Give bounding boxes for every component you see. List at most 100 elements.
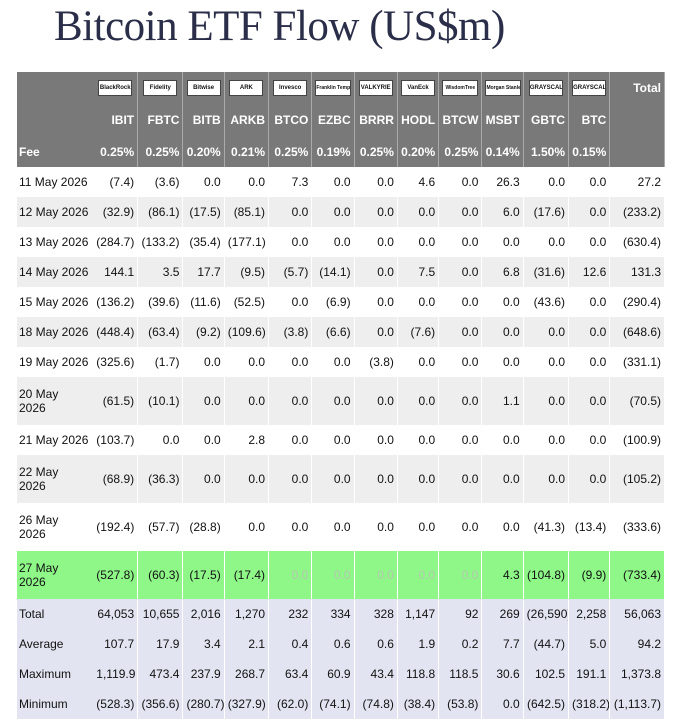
row-date-year: 2026 bbox=[19, 479, 46, 493]
summary-row: Maximum 1,119.9 473.4 237.9 268.7 63.4 60.9 43.… bbox=[17, 659, 665, 689]
summary-cell: (280.7) bbox=[182, 689, 225, 719]
flow-row: 19 May 2026 (325.6) (1.7) 0.0 0.0 0.0 0.0 (3.8)… bbox=[17, 347, 665, 377]
row-date: 18 May 2026 bbox=[17, 317, 94, 347]
summary-cell: 0.4 bbox=[268, 629, 313, 659]
flow-cell: (9.2) bbox=[182, 317, 225, 347]
summary-cell: 2,258 bbox=[568, 599, 611, 629]
flow-cell: (7.6) bbox=[397, 317, 440, 347]
flow-cell: (39.6) bbox=[137, 287, 184, 317]
flow-cell: (11.6) bbox=[182, 287, 225, 317]
flow-cell: 0.0 bbox=[224, 377, 270, 425]
issuer-logo: BlackRock bbox=[98, 80, 133, 96]
flow-row: 11 May 2026 (7.4) (3.6) 0.0 0.0 7.3 0.0 0.0 4.6 0… bbox=[17, 167, 665, 197]
etf-flow-table: BlackRock Fidelity Bitwise ARK Invesco Frankl… bbox=[17, 72, 665, 719]
summary-cell: (318.2) bbox=[568, 689, 611, 719]
issuer-logo: VanEck bbox=[401, 80, 436, 96]
flow-cell: (17.6) bbox=[523, 197, 570, 227]
summary-cell: 7.7 bbox=[481, 629, 524, 659]
flow-cell: (6.6) bbox=[311, 317, 355, 347]
issuer-logo-cell: WisdomTree bbox=[438, 72, 483, 104]
flow-cell: 0.0 bbox=[268, 503, 313, 551]
summary-total: 56,063 bbox=[609, 599, 665, 629]
flow-cell: 0.0 bbox=[481, 287, 524, 317]
summary-cell: 10,655 bbox=[137, 599, 184, 629]
flow-cell: 0.0 bbox=[397, 425, 440, 455]
flow-cell: (57.7) bbox=[137, 503, 184, 551]
flow-cell: 0.0 bbox=[397, 347, 440, 377]
flow-cell: 0.0 bbox=[438, 287, 483, 317]
flow-row: 18 May 2026 (448.4) (63.4) (9.2) (109.6) (3.8… bbox=[17, 317, 665, 347]
flow-cell: 0.0 bbox=[438, 503, 483, 551]
issuer-logo: GRAYSCALE bbox=[572, 80, 607, 96]
summary-cell: (26,590) bbox=[523, 599, 570, 629]
flow-cell: 0.0 bbox=[438, 317, 483, 347]
flow-cell: 0.0 bbox=[397, 287, 440, 317]
flow-cell: 0.0 bbox=[311, 551, 355, 599]
flow-cell: (17.5) bbox=[182, 551, 225, 599]
flow-cell: 0.0 bbox=[311, 425, 355, 455]
flow-cell: (7.4) bbox=[93, 167, 139, 197]
issuer-logo: Bitwise bbox=[186, 80, 221, 96]
summary-cell: 102.5 bbox=[523, 659, 570, 689]
summary-cell: 118.8 bbox=[397, 659, 440, 689]
flow-cell: 0.0 bbox=[438, 257, 483, 287]
summary-cell: (642.5) bbox=[523, 689, 570, 719]
summary-cell: (356.6) bbox=[137, 689, 184, 719]
flow-cell: (85.1) bbox=[224, 197, 270, 227]
summary-cell: (327.9) bbox=[224, 689, 270, 719]
flow-cell: (448.4) bbox=[93, 317, 139, 347]
ticker-header: GBTC bbox=[523, 104, 570, 136]
flow-cell: 7.3 bbox=[268, 167, 313, 197]
flow-cell: 0.0 bbox=[354, 377, 398, 425]
flow-cell: 0.0 bbox=[311, 227, 355, 257]
summary-cell: 1,147 bbox=[397, 599, 440, 629]
flow-cell: 0.0 bbox=[268, 425, 313, 455]
flow-cell: 0.0 bbox=[568, 167, 611, 197]
flow-cell: (5.7) bbox=[268, 257, 313, 287]
flow-cell: 0.0 bbox=[311, 197, 355, 227]
flow-cell: 0.0 bbox=[354, 197, 398, 227]
flow-row: 14 May 2026 144.1 3.5 17.7 (9.5) (5.7) (14.1) 0… bbox=[17, 257, 665, 287]
summary-cell: 64,053 bbox=[93, 599, 139, 629]
summary-cell: 0.6 bbox=[311, 629, 355, 659]
summary-label: Total bbox=[17, 599, 94, 629]
flow-cell: (109.6) bbox=[224, 317, 270, 347]
flow-cell: 0.0 bbox=[397, 197, 440, 227]
row-date-year: 2026 bbox=[19, 401, 46, 415]
fee-cell: 0.14% bbox=[481, 136, 524, 167]
flow-cell: 0.0 bbox=[182, 455, 225, 503]
row-total: (333.6) bbox=[609, 503, 665, 551]
flow-cell: 0.0 bbox=[481, 425, 524, 455]
ticker-total-blank bbox=[609, 104, 665, 136]
flow-cell: 0.0 bbox=[311, 455, 355, 503]
flow-cell: 0.0 bbox=[268, 197, 313, 227]
flow-cell: 0.0 bbox=[438, 455, 483, 503]
ticker-header: EZBC bbox=[311, 104, 355, 136]
fee-cell: 0.20% bbox=[397, 136, 440, 167]
flow-cell: 0.0 bbox=[568, 317, 611, 347]
flow-row: 15 May 2026 (136.2) (39.6) (11.6) (52.5) 0.0(… bbox=[17, 287, 665, 317]
issuer-logo: VALKYRIE bbox=[358, 80, 393, 96]
flow-cell: (325.6) bbox=[93, 347, 139, 377]
row-date: 15 May 2026 bbox=[17, 287, 94, 317]
flow-cell: 0.0 bbox=[481, 455, 524, 503]
row-date: 27 May 2026 bbox=[17, 551, 94, 599]
flow-cell: 0.0 bbox=[481, 317, 524, 347]
page-title: Bitcoin ETF Flow (US$m) bbox=[54, 3, 505, 50]
issuer-logo: WisdomTree bbox=[442, 80, 479, 96]
row-total: (290.4) bbox=[609, 287, 665, 317]
row-total: (105.2) bbox=[609, 455, 665, 503]
flow-cell: (32.9) bbox=[93, 197, 139, 227]
flow-row: 21 May 2026 (103.7) 0.0 0.0 2.8 0.0 0.0 0.0 0.0 0… bbox=[17, 425, 665, 455]
row-total: (70.5) bbox=[609, 377, 665, 425]
row-date-day: 27 May bbox=[19, 561, 59, 575]
fee-cell: 0.25% bbox=[93, 136, 139, 167]
issuer-logo: Invesco bbox=[273, 80, 308, 96]
flow-cell: 0.0 bbox=[354, 455, 398, 503]
flow-cell: 0.0 bbox=[523, 347, 570, 377]
flow-cell: 0.0 bbox=[523, 317, 570, 347]
flow-cell: (36.3) bbox=[137, 455, 184, 503]
fee-cell: 0.25% bbox=[137, 136, 184, 167]
summary-label: Minimum bbox=[17, 689, 94, 719]
flow-cell: 0.0 bbox=[397, 551, 440, 599]
